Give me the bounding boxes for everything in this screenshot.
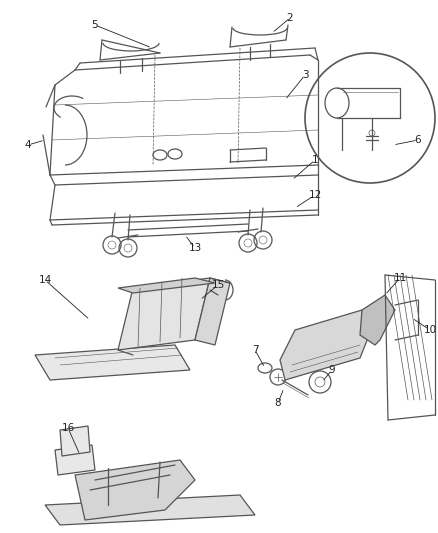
Text: 2: 2 <box>287 13 293 23</box>
Text: 3: 3 <box>302 70 308 80</box>
Polygon shape <box>55 445 95 475</box>
Polygon shape <box>60 426 90 456</box>
Text: 10: 10 <box>424 325 437 335</box>
Polygon shape <box>75 460 195 520</box>
Text: 1: 1 <box>312 155 318 165</box>
Text: 14: 14 <box>39 275 52 285</box>
Polygon shape <box>35 345 190 380</box>
Text: 11: 11 <box>393 273 406 283</box>
Polygon shape <box>118 278 210 350</box>
Text: 4: 4 <box>25 140 31 150</box>
Polygon shape <box>45 495 255 525</box>
Text: 5: 5 <box>92 20 98 30</box>
Text: 9: 9 <box>328 365 336 375</box>
Text: 16: 16 <box>61 423 74 433</box>
Text: 15: 15 <box>212 280 225 290</box>
Polygon shape <box>280 310 368 380</box>
Polygon shape <box>195 278 230 345</box>
Text: 13: 13 <box>188 243 201 253</box>
Text: 8: 8 <box>275 398 281 408</box>
Text: 7: 7 <box>252 345 258 355</box>
Polygon shape <box>360 295 395 345</box>
Polygon shape <box>118 278 215 293</box>
Text: 6: 6 <box>415 135 421 145</box>
Text: 12: 12 <box>308 190 321 200</box>
